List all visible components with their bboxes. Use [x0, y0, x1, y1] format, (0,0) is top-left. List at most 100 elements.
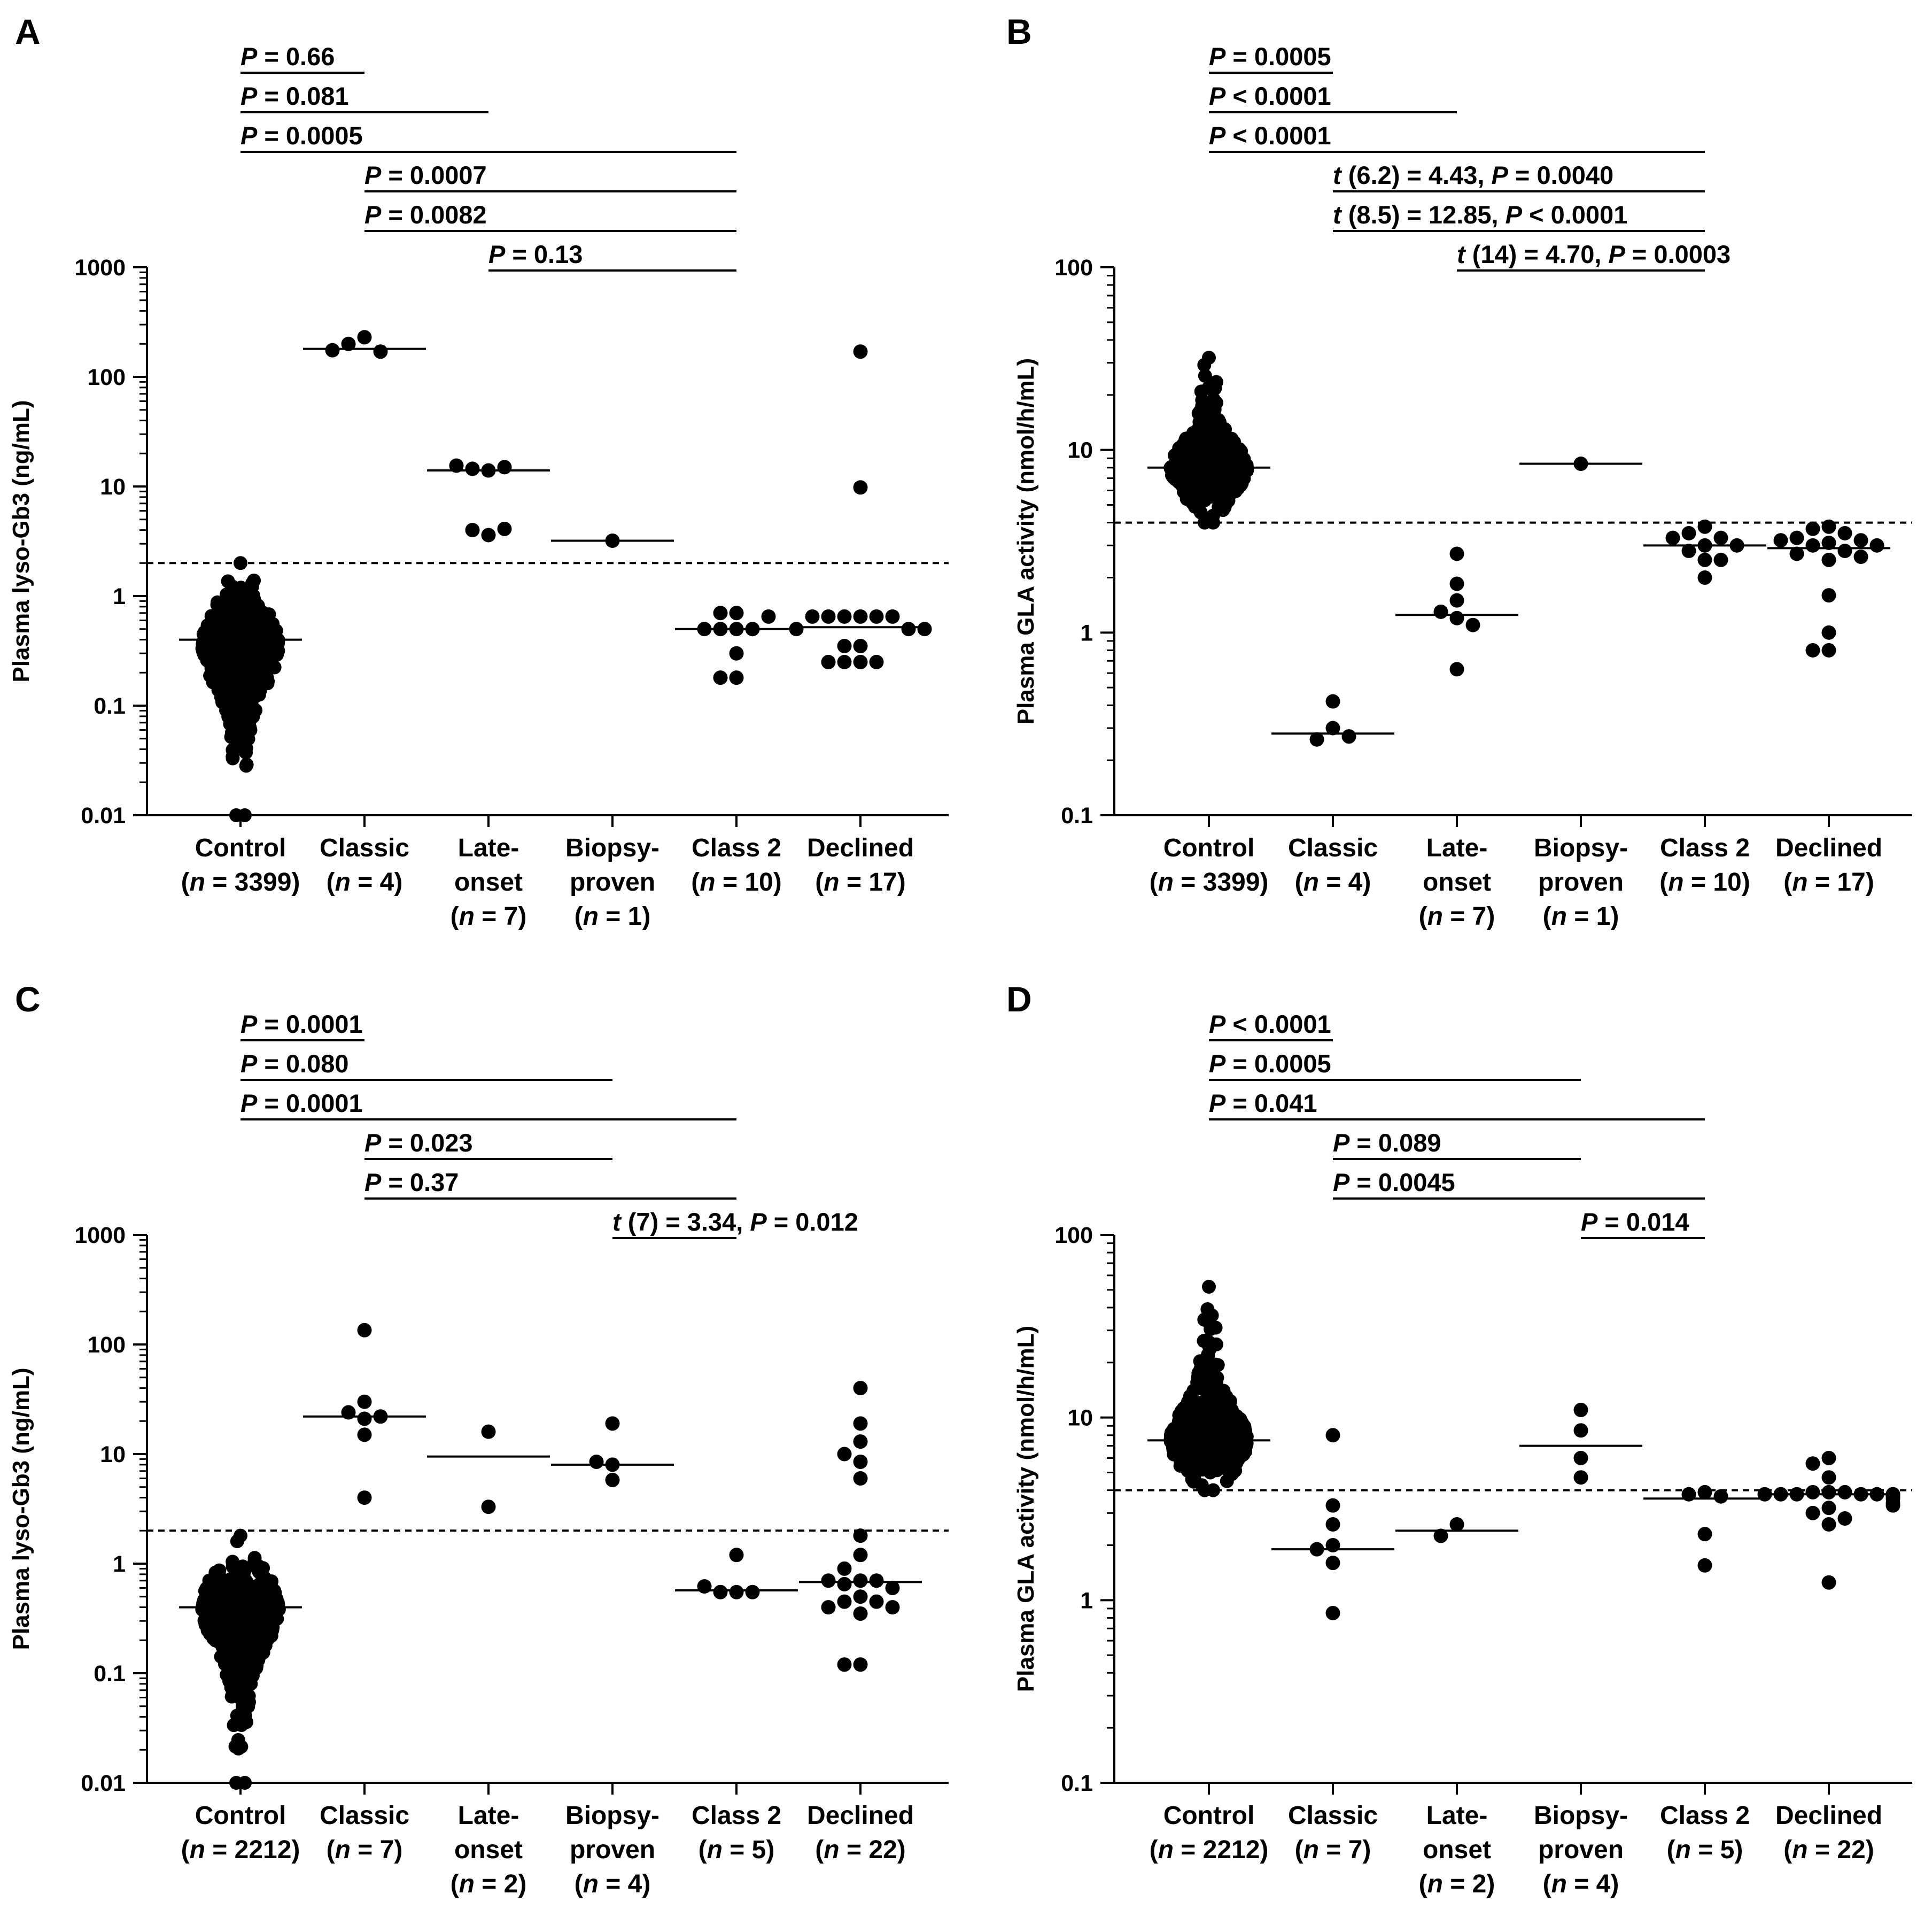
panel-letter: C [15, 979, 41, 1019]
y-tick-label: 100 [87, 365, 126, 390]
comparison: P = 0.0005 [1209, 42, 1333, 74]
data-point [729, 1584, 744, 1599]
comparison-label: P = 0.080 [240, 1049, 349, 1078]
category-group: Control (n = 3399) [179, 556, 302, 896]
y-tick-label: 0.1 [1061, 803, 1093, 829]
data-point-control [1189, 1414, 1203, 1429]
data-point [837, 1561, 852, 1576]
category-n-label: (n = 2) [451, 1870, 527, 1898]
comparison: P = 0.014 [1581, 1208, 1705, 1239]
data-point-control [227, 1649, 241, 1664]
data-point [1805, 538, 1820, 553]
data-point [853, 480, 868, 495]
y-tick-label: 1 [113, 1551, 126, 1577]
data-point [1325, 721, 1340, 736]
data-point [869, 654, 884, 669]
category-n-label: (n = 5) [699, 1836, 775, 1864]
data-point-control [1196, 1457, 1211, 1471]
data-point [853, 1381, 868, 1396]
data-point [449, 458, 464, 473]
data-point-control [214, 1594, 229, 1608]
category-label: Control [195, 834, 286, 862]
data-point-control [1206, 1483, 1220, 1497]
category-group: Declined (n = 17) [1767, 519, 1890, 896]
category-n-label: (n = 4) [1543, 1870, 1619, 1898]
category-n-label: (n = 17) [815, 868, 905, 896]
category-label: Declined [1775, 1802, 1882, 1830]
comparison: P = 0.37 [364, 1168, 736, 1200]
data-point-control [266, 1620, 280, 1635]
data-point-control [1202, 351, 1216, 365]
data-point [853, 1434, 868, 1449]
data-point [1697, 570, 1712, 585]
data-point [1805, 521, 1820, 536]
data-point [869, 1594, 884, 1609]
data-point [837, 1447, 852, 1462]
data-point [1886, 1498, 1900, 1513]
data-point-control [231, 1675, 246, 1689]
data-point [713, 1584, 728, 1599]
category-group: Classic (n = 4) [303, 330, 426, 896]
data-point-control [238, 743, 253, 757]
data-point-control [235, 713, 249, 728]
data-point-control [1198, 493, 1212, 507]
panel-letter: B [1006, 12, 1032, 51]
category-label: Declined [807, 1802, 914, 1830]
data-point [853, 609, 868, 624]
category-n-label: (n = 7) [327, 1836, 403, 1864]
data-point-control [241, 689, 255, 703]
data-point-control [238, 808, 252, 822]
y-axis-label: Plasma GLA activity (nmol/h/mL) [1013, 1326, 1039, 1692]
panel-a: A 0.01 0.1 1 10 100 1000 Plasma lyso-Gb3 (ng/mL… [8, 12, 949, 931]
data-point-control [226, 751, 240, 766]
data-point [853, 1606, 868, 1621]
data-point-control [236, 1632, 251, 1647]
data-point [1821, 1517, 1836, 1532]
data-point-control [222, 1664, 236, 1678]
data-point [357, 1427, 372, 1442]
data-point [853, 1548, 868, 1563]
category-label: Late- [1426, 834, 1488, 862]
category-n-label: (n = 4) [1295, 868, 1371, 896]
data-point-control [245, 576, 259, 591]
category-label: Classic [1288, 834, 1378, 862]
data-point [1821, 588, 1836, 603]
y-tick-label: 1 [1080, 620, 1093, 646]
data-point-control [1236, 1448, 1250, 1462]
data-point [821, 609, 836, 624]
data-point [1449, 610, 1464, 625]
data-point [1805, 1485, 1820, 1499]
data-point-control [235, 1614, 249, 1629]
category-label: Biopsy- [1534, 1802, 1628, 1830]
category-group: Biopsy-proven (n = 1) [1519, 457, 1642, 931]
data-point [589, 1454, 604, 1469]
data-point [1837, 1485, 1852, 1499]
data-point-control [1206, 515, 1220, 530]
comparison: t (7) = 3.34, P = 0.012 [612, 1208, 858, 1239]
category-label-line2: proven [570, 868, 655, 896]
category-label: Late- [1426, 1802, 1488, 1830]
category-group: Declined (n = 22) [1757, 1450, 1900, 1864]
data-point-control [1198, 369, 1212, 383]
category-group: Late-onset (n = 7) [1395, 546, 1518, 931]
data-point [1449, 546, 1464, 561]
category-label-line2: onset [1423, 868, 1491, 896]
data-point [1449, 576, 1464, 591]
category-label: Classic [320, 834, 409, 862]
data-point-control [1227, 466, 1242, 480]
data-point-control [1230, 1435, 1244, 1449]
category-n-label: (n = 3399) [181, 868, 300, 896]
data-point [357, 1394, 372, 1409]
data-point-control [251, 1592, 266, 1606]
category-n-label: (n = 5) [1667, 1836, 1743, 1864]
data-point-control [238, 1776, 252, 1790]
data-point [341, 336, 356, 351]
data-point [853, 344, 868, 359]
y-tick-label: 10 [100, 1442, 126, 1467]
comparison-label: P = 0.089 [1333, 1128, 1441, 1157]
category-label: Late- [458, 1802, 519, 1830]
category-n-label: (n = 22) [815, 1836, 905, 1864]
category-group: Declined (n = 17) [789, 344, 932, 896]
comparison: t (6.2) = 4.43, P = 0.0040 [1333, 161, 1705, 192]
data-point-control [1168, 469, 1183, 484]
